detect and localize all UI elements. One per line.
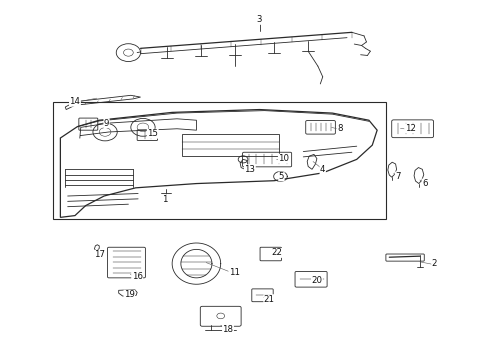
Text: 17: 17 xyxy=(94,250,105,259)
Text: 16: 16 xyxy=(132,272,143,281)
Text: 4: 4 xyxy=(320,165,325,174)
Text: 6: 6 xyxy=(422,179,427,188)
Text: 13: 13 xyxy=(245,165,255,174)
Text: 8: 8 xyxy=(337,124,343,133)
Text: 12: 12 xyxy=(405,124,416,133)
Text: 21: 21 xyxy=(264,295,275,304)
Text: 20: 20 xyxy=(312,276,322,285)
Text: 14: 14 xyxy=(70,97,80,106)
Text: 22: 22 xyxy=(271,248,282,257)
Text: 15: 15 xyxy=(147,129,158,138)
Text: 19: 19 xyxy=(124,290,135,299)
Bar xyxy=(53,102,386,219)
Text: 5: 5 xyxy=(279,172,284,181)
Text: 2: 2 xyxy=(432,259,437,268)
Text: 11: 11 xyxy=(229,268,240,277)
Text: 9: 9 xyxy=(104,118,109,127)
Text: 18: 18 xyxy=(222,325,234,334)
Bar xyxy=(182,134,279,156)
Text: 10: 10 xyxy=(278,154,290,163)
Text: 7: 7 xyxy=(395,172,401,181)
Text: 3: 3 xyxy=(257,15,262,24)
Text: 1: 1 xyxy=(162,195,168,204)
